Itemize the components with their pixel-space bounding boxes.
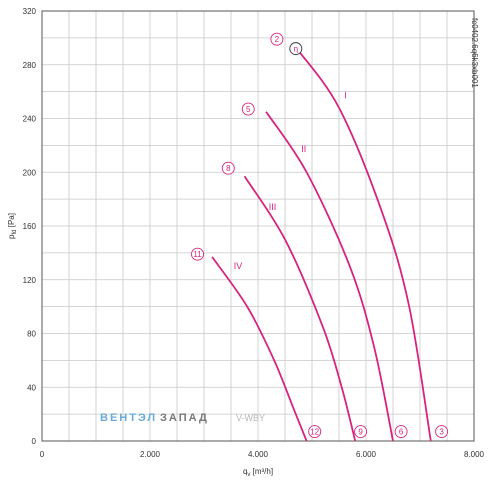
curve-label-i: I xyxy=(344,90,347,100)
marker-circle xyxy=(394,425,408,439)
curve-label-ii: II xyxy=(301,144,306,154)
x-tick-label: 4.000 xyxy=(248,450,269,459)
axes xyxy=(41,10,475,442)
y-tick-label: 280 xyxy=(23,61,37,70)
y-axis-label: pfd [Pa] xyxy=(7,213,18,239)
y-tick-label: 320 xyxy=(23,7,37,16)
marker-6: 6 xyxy=(394,425,408,439)
side-id-label: fc0402.6q6k3xb001 xyxy=(470,18,479,88)
marker-label: 3 xyxy=(439,428,444,437)
marker-11: 11 xyxy=(191,247,204,261)
curve-ii xyxy=(265,111,394,442)
marker-circle xyxy=(435,425,449,439)
grid-lines xyxy=(41,10,475,442)
watermark-part3: V-WBY xyxy=(236,413,265,423)
y-tick-label: 40 xyxy=(27,383,36,392)
y-tick-label: 120 xyxy=(23,276,37,285)
marker-circle xyxy=(289,42,303,56)
watermark: ВЕНТЭЛ ЗАПАД V-WBY xyxy=(100,412,265,424)
marker-circle xyxy=(308,425,322,439)
x-tick-label: 0 xyxy=(40,450,45,459)
y-tick-label: 200 xyxy=(23,168,37,177)
fan-curves xyxy=(211,46,432,442)
plot-frame xyxy=(41,10,475,442)
curve-markers: 2 η 5 8 11 12 9 6 3 xyxy=(191,32,449,439)
marker-label: η xyxy=(294,45,298,54)
x-tick-label: 6.000 xyxy=(356,450,377,459)
watermark-part1: ВЕНТЭЛ xyxy=(100,412,157,424)
marker-circle xyxy=(270,32,284,46)
marker-12: 12 xyxy=(308,425,322,439)
curve-iii xyxy=(243,175,357,442)
y-tick-label: 240 xyxy=(23,115,37,124)
marker-9: 9 xyxy=(354,425,368,439)
marker-label: 5 xyxy=(246,105,251,114)
marker-circle xyxy=(191,247,204,261)
marker-circle xyxy=(241,102,255,116)
watermark-part2: ЗАПАД xyxy=(160,412,209,424)
curve-iv xyxy=(211,256,308,442)
y-tick-label: 0 xyxy=(32,437,37,446)
marker-circle xyxy=(354,425,368,439)
marker-label: 12 xyxy=(310,428,319,437)
marker-label: 11 xyxy=(193,250,202,259)
marker-circle xyxy=(221,161,235,175)
tick-labels: 0 2.000 4.000 6.000 8.0000408012016020024028… xyxy=(23,7,485,459)
marker-5: 5 xyxy=(241,102,255,116)
marker-eta: η xyxy=(289,42,303,56)
y-tick-label: 80 xyxy=(27,330,36,339)
y-tick-label: 160 xyxy=(23,222,37,231)
x-tick-label: 8.000 xyxy=(464,450,485,459)
marker-3: 3 xyxy=(435,425,449,439)
curve-label-iv: IV xyxy=(234,261,243,271)
marker-label: 6 xyxy=(399,428,404,437)
marker-8: 8 xyxy=(221,161,235,175)
curve-label-iii: III xyxy=(269,202,277,212)
x-axis-label: qv [m³/h] xyxy=(243,467,273,478)
marker-label: 8 xyxy=(226,164,231,173)
marker-label: 2 xyxy=(275,35,280,44)
marker-label: 9 xyxy=(358,428,363,437)
curve-i xyxy=(295,46,432,442)
marker-2: 2 xyxy=(270,32,284,46)
x-tick-label: 2.000 xyxy=(140,450,161,459)
